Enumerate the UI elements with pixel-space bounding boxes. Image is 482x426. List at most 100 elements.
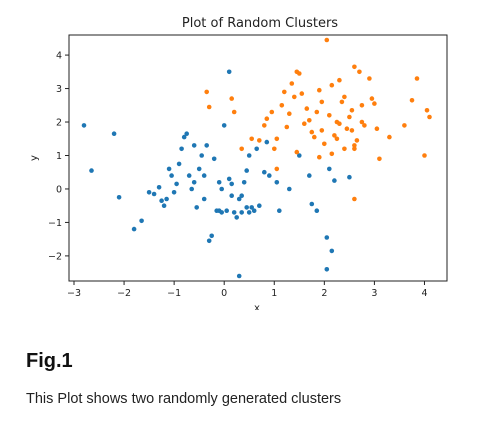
y-tick-label: 3 — [56, 84, 62, 95]
data-point — [297, 153, 302, 158]
data-point — [332, 133, 337, 138]
data-point — [359, 119, 365, 125]
data-point — [277, 208, 282, 213]
data-point — [194, 205, 199, 210]
plot-area — [81, 37, 432, 279]
data-point — [372, 101, 377, 106]
data-point — [344, 126, 350, 131]
data-point — [319, 99, 325, 105]
data-point — [234, 215, 239, 220]
data-point — [342, 146, 347, 152]
x-tick-label: 2 — [321, 288, 327, 299]
x-tick-label: −1 — [167, 288, 181, 299]
data-point — [287, 111, 292, 116]
data-point — [206, 104, 212, 110]
data-point — [111, 131, 117, 136]
y-tick-label: 1 — [56, 151, 62, 162]
data-point — [292, 94, 297, 100]
data-point — [314, 208, 320, 213]
data-point — [324, 235, 330, 240]
data-point — [347, 114, 352, 120]
data-point — [307, 173, 312, 178]
y-axis-label: y — [29, 155, 40, 161]
data-point — [342, 94, 347, 100]
data-point — [219, 210, 224, 215]
data-point — [159, 198, 164, 203]
data-point — [226, 176, 232, 182]
data-point — [332, 178, 337, 183]
data-point — [349, 128, 355, 133]
data-point — [211, 156, 217, 162]
data-point — [339, 99, 345, 105]
data-point — [236, 273, 242, 279]
data-point — [146, 190, 152, 195]
data-point — [249, 136, 254, 142]
data-point — [184, 131, 189, 136]
data-point — [186, 173, 192, 178]
data-point — [369, 96, 375, 101]
data-point — [274, 136, 280, 142]
data-point — [264, 139, 270, 145]
data-point — [327, 166, 332, 172]
y-tick-label: 0 — [56, 184, 62, 195]
data-point — [81, 123, 87, 128]
x-tick-label: 1 — [271, 288, 277, 299]
data-point — [201, 196, 207, 202]
x-tick-label: −2 — [117, 288, 131, 299]
data-point — [302, 121, 307, 126]
data-point — [307, 118, 312, 123]
data-point — [269, 109, 275, 115]
data-point — [354, 138, 360, 143]
data-point — [349, 108, 355, 113]
data-point — [334, 136, 340, 142]
data-point — [329, 151, 335, 157]
chart-title: Plot of Random Clusters — [182, 16, 338, 31]
data-point — [181, 134, 187, 140]
data-point — [246, 210, 252, 215]
series-2 — [204, 37, 432, 202]
data-point — [274, 180, 280, 185]
data-point — [176, 161, 182, 167]
data-point — [319, 128, 325, 133]
data-point — [347, 174, 352, 180]
data-point — [272, 146, 277, 152]
y-tick-label: −1 — [48, 218, 62, 229]
figure-label: Fig.1 — [26, 350, 73, 372]
plot-frame — [68, 34, 448, 282]
data-point — [387, 134, 392, 140]
data-point — [322, 141, 327, 147]
data-point — [359, 103, 365, 108]
data-point — [161, 203, 167, 208]
data-point — [257, 138, 262, 143]
data-point — [309, 129, 315, 135]
data-point — [282, 89, 287, 95]
data-point — [166, 166, 172, 172]
data-point — [312, 134, 317, 140]
data-point — [209, 233, 214, 239]
data-point — [337, 121, 342, 126]
data-point — [139, 218, 144, 224]
data-point — [216, 180, 222, 185]
data-point — [231, 210, 237, 215]
data-point — [131, 226, 137, 232]
data-point — [206, 238, 212, 244]
data-point — [262, 123, 267, 128]
data-point — [171, 190, 177, 195]
data-point — [352, 143, 357, 148]
data-point — [352, 64, 357, 70]
data-point — [414, 76, 420, 81]
scatter-chart: Plot of Random Clusters −3 −2 −1 0 1 2 3 4 −2 −1 0… — [29, 16, 448, 310]
data-point — [309, 201, 315, 207]
data-point — [297, 71, 302, 76]
data-point — [317, 154, 322, 160]
y-tick-label: −2 — [48, 251, 62, 262]
data-point — [324, 37, 330, 43]
data-point — [377, 156, 382, 162]
data-point — [201, 173, 207, 178]
axes: −3 −2 −1 0 1 2 3 4 −2 −1 0 1 2 3 4 — [48, 34, 448, 299]
data-point — [239, 210, 244, 215]
data-point — [224, 208, 229, 213]
data-point — [156, 185, 162, 190]
data-point — [267, 173, 272, 178]
data-point — [251, 208, 257, 213]
